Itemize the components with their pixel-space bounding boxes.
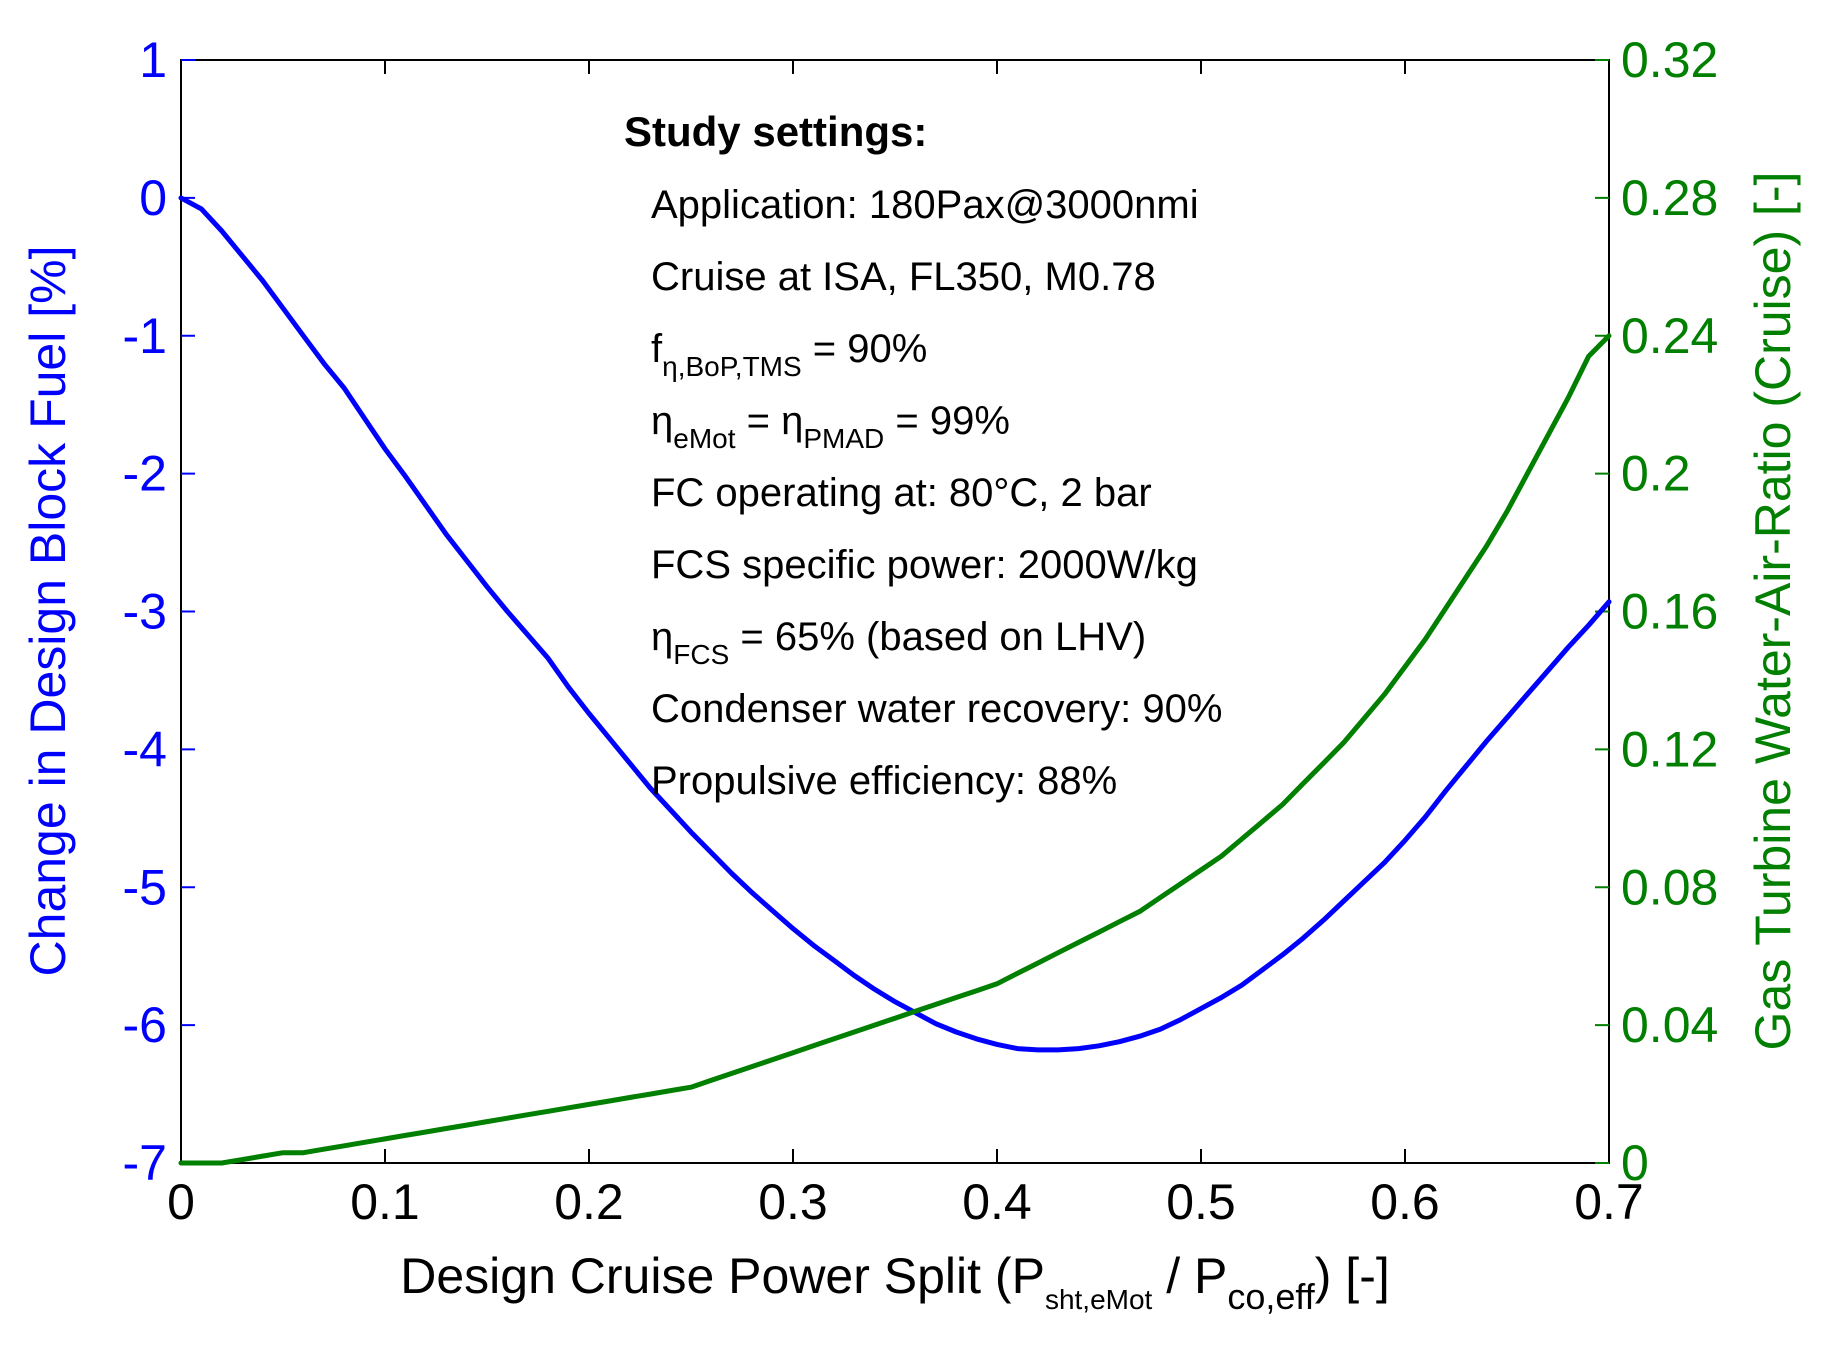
x-axis-title-main: Design Cruise Power Split (P [400, 1248, 1045, 1304]
y-left-tick-label: -2 [123, 446, 167, 502]
annotation-text: = 65% (based on LHV) [729, 615, 1146, 659]
annotation-text: = 99% [884, 399, 1010, 443]
x-axis-title-sub2: co,eff [1227, 1276, 1315, 1317]
annotation-subscript: eMot [673, 423, 735, 454]
y-right-tick-label: 0.32 [1621, 32, 1718, 88]
annotation-text: Propulsive efficiency: 88% [651, 759, 1117, 803]
y-right-tick-label: 0.08 [1621, 859, 1718, 915]
x-tick-label: 0.3 [758, 1174, 828, 1230]
x-tick-label: 0.7 [1574, 1174, 1644, 1230]
labels: 0 0.1 0.2 0.3 0.4 0.5 0.6 0.7 1 0 -1 -2 -3 -4 -5 -6 -7 0.… [123, 32, 1719, 1230]
plot-area [180, 59, 1610, 1164]
annotation-text: Cruise at ISA, FL350, M0.78 [651, 255, 1156, 299]
x-tick-label: 0.2 [554, 1174, 624, 1230]
x-axis-title-mid: / P [1152, 1248, 1227, 1304]
x-tick-label: 0.6 [1370, 1174, 1440, 1230]
series-line-block-fuel [178, 195, 1612, 1053]
annotation-text: Application: 180Pax@3000nmi [651, 183, 1199, 227]
x-axis-title-end: ) [-] [1315, 1248, 1390, 1304]
annotation-line: fη,BoP,TMS = 90% [651, 327, 927, 382]
annotation-subscript: PMAD [803, 423, 884, 454]
ticks [180, 59, 1610, 1164]
series-line-water-air-ratio [178, 333, 1612, 1166]
y-right-tick-label: 0.04 [1621, 997, 1718, 1053]
annotation-text: = 90% [802, 327, 928, 371]
annotation-text: FC operating at: 80°C, 2 bar [651, 471, 1152, 515]
y-right-tick-label: 0.28 [1621, 170, 1718, 226]
y-right-tick-label: 0.16 [1621, 584, 1718, 640]
annotation-line: ηFCS = 65% (based on LHV) [651, 615, 1146, 670]
y-right-axis-title: Gas Turbine Water-Air-Ratio (Cruise) [-] [1745, 172, 1801, 1051]
annotation-line: Cruise at ISA, FL350, M0.78 [651, 255, 1156, 299]
y-right-tick-label: 0.12 [1621, 721, 1718, 777]
x-tick-label: 0.1 [350, 1174, 420, 1230]
x-tick-label: 0.5 [1166, 1174, 1236, 1230]
annotation-subscript: η,BoP,TMS [662, 351, 802, 382]
y-left-tick-label: -5 [123, 859, 167, 915]
y-left-tick-label: -4 [123, 721, 167, 777]
y-left-tick-label: -1 [123, 308, 167, 364]
y-left-tick-label: 1 [139, 32, 167, 88]
x-tick-label: 0 [167, 1174, 195, 1230]
annotation-line: Condenser water recovery: 90% [651, 687, 1222, 731]
x-axis-title-sub1: sht,eMot [1045, 1284, 1153, 1315]
x-tick-label: 0.4 [962, 1174, 1032, 1230]
y-left-axis-title: Change in Design Block Fuel [%] [20, 246, 76, 977]
annotation-text: FCS specific power: 2000W/kg [651, 543, 1198, 587]
annotation-text: η [651, 399, 673, 443]
annotation-line: FC operating at: 80°C, 2 bar [651, 471, 1152, 515]
annotation-title: Study settings: [624, 108, 927, 155]
y-right-tick-label: 0 [1621, 1135, 1649, 1191]
series-layer [178, 195, 1612, 1166]
y-right-tick-label: 0.2 [1621, 446, 1691, 502]
annotation-line: Application: 180Pax@3000nmi [651, 183, 1199, 227]
y-left-tick-label: -7 [123, 1135, 167, 1191]
y-left-tick-label: -6 [123, 997, 167, 1053]
annotation-line: FCS specific power: 2000W/kg [651, 543, 1198, 587]
annotation-text: Condenser water recovery: 90% [651, 687, 1222, 731]
y-right-tick-label: 0.24 [1621, 308, 1718, 364]
x-axis-title: Design Cruise Power Split (Psht,eMot / P… [400, 1248, 1390, 1317]
annotation-line: Propulsive efficiency: 88% [651, 759, 1117, 803]
annotation-text: f [651, 327, 663, 371]
annotation-text: = η [736, 399, 804, 443]
annotation-subscript: FCS [673, 639, 729, 670]
study-settings-annotation: Study settings: Application: 180Pax@3000… [624, 108, 1222, 803]
y-left-tick-label: -3 [123, 584, 167, 640]
y-left-tick-label: 0 [139, 170, 167, 226]
annotation-text: η [651, 615, 673, 659]
annotation-line: ηeMot = ηPMAD = 99% [651, 399, 1010, 454]
